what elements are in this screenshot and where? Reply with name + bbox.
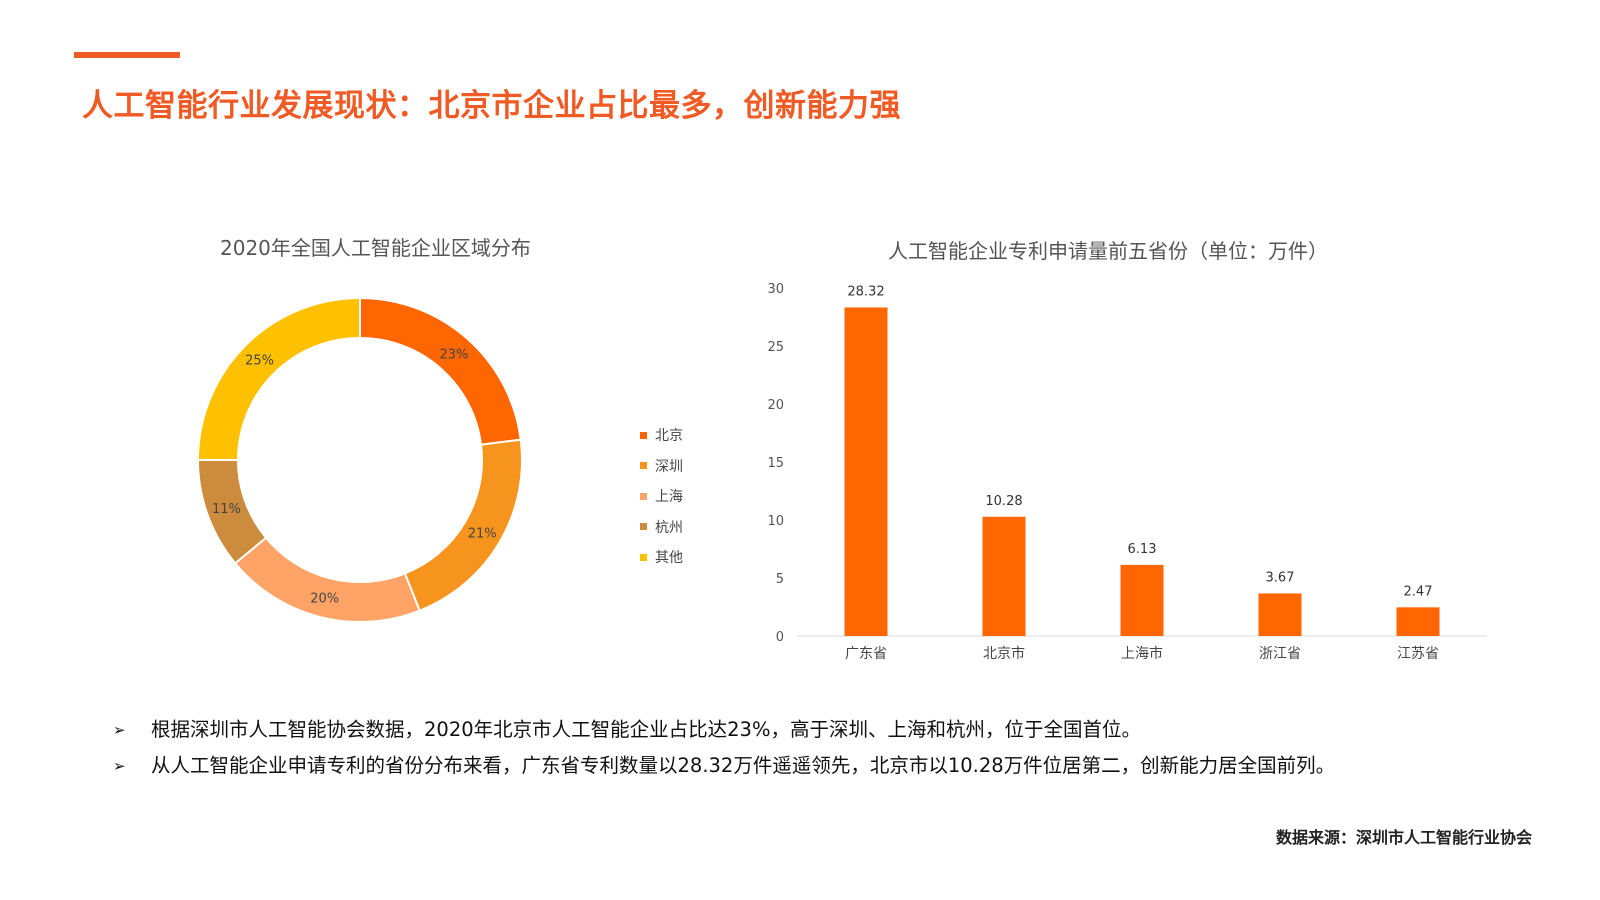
bar-value-label: 6.13 <box>1128 542 1157 557</box>
donut-slice-label: 20% <box>310 592 339 607</box>
x-tick-label: 浙江省 <box>1259 646 1301 662</box>
x-tick-label: 上海市 <box>1121 645 1163 662</box>
bullet-text: 从人工智能企业申请专利的省份分布来看，广东省专利数量以28.32万件遥遥领先，北… <box>151 754 1336 777</box>
legend-item: 其他 <box>640 542 683 573</box>
donut-slice-其他 <box>196 296 361 461</box>
y-tick-label: 10 <box>767 514 784 529</box>
bar-浙江省 <box>1258 593 1302 636</box>
data-source-note: 数据来源：深圳市人工智能行业协会 <box>1275 828 1532 847</box>
bar-value-label: 28.32 <box>847 284 884 299</box>
legend-swatch <box>640 523 647 531</box>
bullet-arrow-icon: ➢ <box>113 757 126 775</box>
x-tick-label: 北京市 <box>983 645 1025 662</box>
y-tick-label: 30 <box>767 282 784 297</box>
donut-slice-label: 11% <box>212 502 241 517</box>
bullet-item: ➢ 从人工智能企业申请专利的省份分布来看，广东省专利数量以28.32万件遥遥领先… <box>113 748 1513 784</box>
legend-item: 北京 <box>640 420 683 451</box>
y-tick-label: 25 <box>767 340 784 355</box>
y-tick-label: 15 <box>767 456 784 471</box>
bullet-list: ➢ 根据深圳市人工智能协会数据，2020年北京市人工智能企业占比达23%，高于深… <box>113 712 1513 784</box>
bar-value-label: 3.67 <box>1266 570 1295 585</box>
y-tick-label: 5 <box>776 572 784 587</box>
bar-value-label: 10.28 <box>985 494 1022 509</box>
bar-上海市 <box>1120 564 1164 636</box>
legend-item: 杭州 <box>640 512 683 543</box>
x-tick-label: 江苏省 <box>1397 646 1439 662</box>
legend-label: 上海 <box>655 489 683 506</box>
legend-swatch <box>640 462 647 470</box>
bullet-text: 根据深圳市人工智能协会数据，2020年北京市人工智能企业占比达23%，高于深圳、… <box>151 718 1141 741</box>
bar-江苏省 <box>1396 607 1440 636</box>
donut-legend: 北京深圳上海杭州其他 <box>640 420 683 573</box>
donut-slice-label: 21% <box>468 526 497 541</box>
donut-slice-label: 23% <box>439 347 468 362</box>
bar-北京市 <box>982 516 1026 636</box>
legend-label: 杭州 <box>655 519 683 536</box>
bullet-item: ➢ 根据深圳市人工智能协会数据，2020年北京市人工智能企业占比达23%，高于深… <box>113 712 1513 748</box>
donut-chart-title: 2020年全国人工智能企业区域分布 <box>220 236 531 260</box>
page-title: 人工智能行业发展现状：北京市企业占比最多，创新能力强 <box>82 88 901 124</box>
x-tick-label: 广东省 <box>845 646 887 662</box>
donut-slice-label: 25% <box>245 354 274 369</box>
bullet-arrow-icon: ➢ <box>113 721 126 739</box>
accent-bar <box>74 52 180 58</box>
y-tick-label: 20 <box>767 398 784 413</box>
legend-item: 上海 <box>640 481 683 512</box>
bar-value-label: 2.47 <box>1404 584 1433 599</box>
y-tick-label: 0 <box>776 630 784 645</box>
legend-swatch <box>640 431 647 439</box>
legend-swatch <box>640 492 647 500</box>
legend-label: 其他 <box>655 550 683 567</box>
legend-label: 北京 <box>655 428 683 445</box>
bar-chart-title: 人工智能企业专利申请量前五省份（单位：万件） <box>888 239 1328 263</box>
legend-swatch <box>640 553 647 561</box>
legend-label: 深圳 <box>655 458 683 475</box>
bar-广东省 <box>844 307 888 636</box>
legend-item: 深圳 <box>640 451 683 482</box>
